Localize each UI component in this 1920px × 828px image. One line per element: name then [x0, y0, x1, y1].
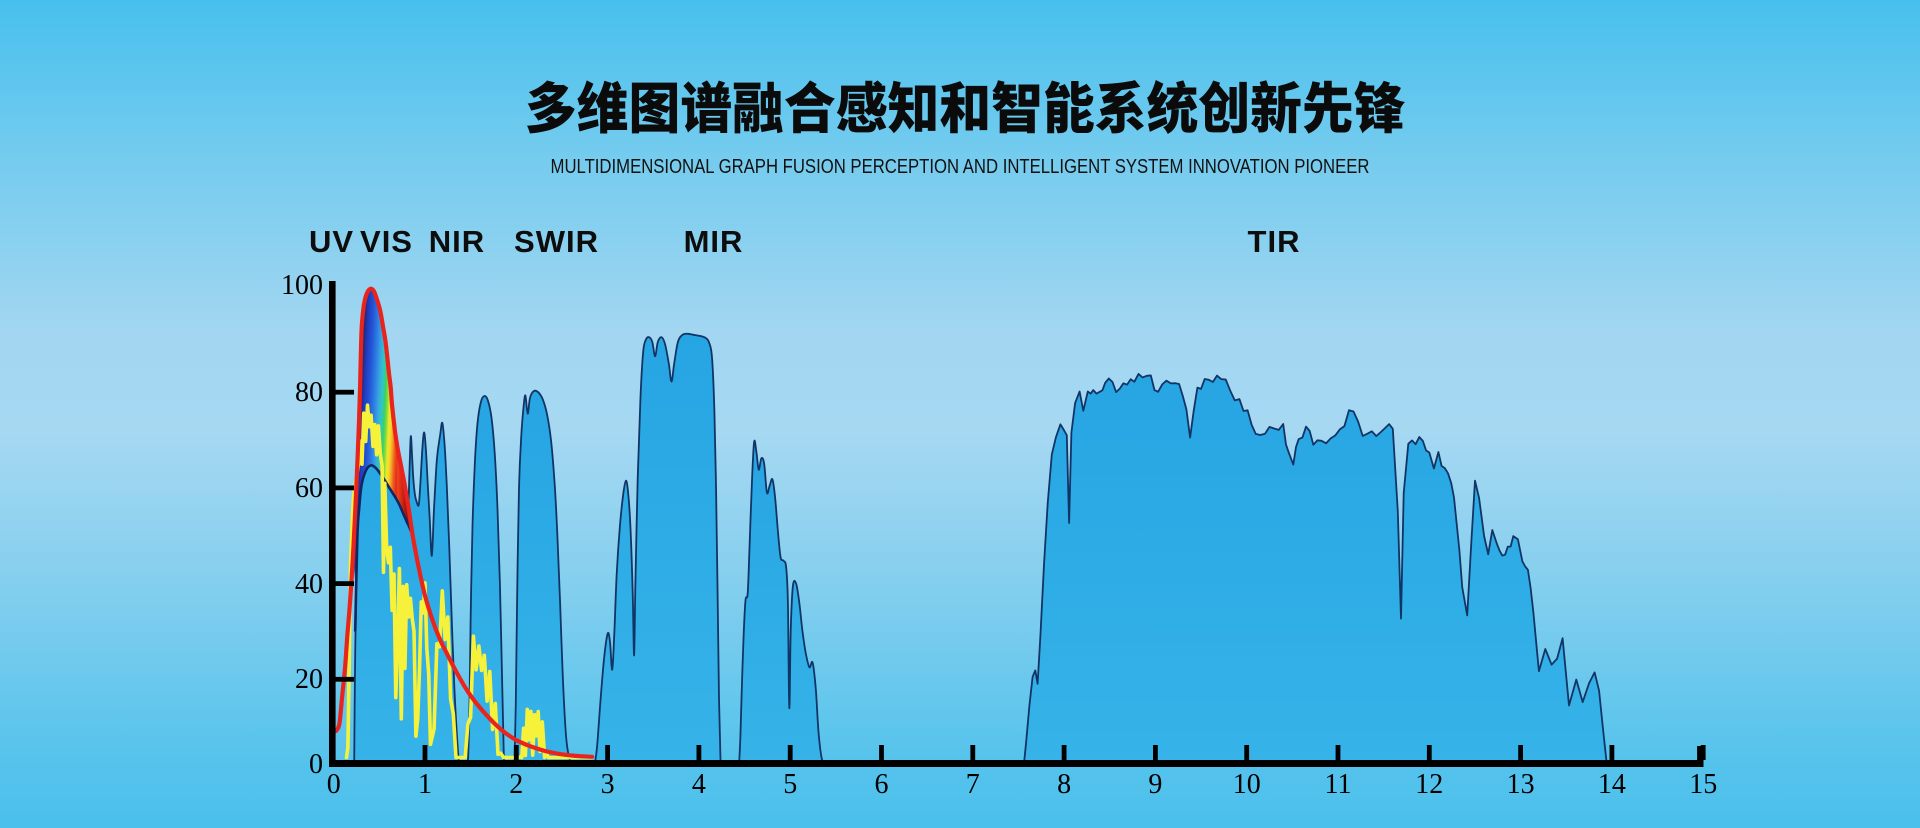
svg-text:4: 4: [692, 769, 706, 800]
svg-text:13: 13: [1507, 769, 1535, 800]
svg-text:80: 80: [295, 377, 323, 408]
svg-text:9: 9: [1148, 769, 1162, 800]
svg-text:14: 14: [1598, 769, 1626, 800]
svg-text:8: 8: [1057, 769, 1071, 800]
svg-text:3: 3: [601, 769, 615, 800]
svg-text:10: 10: [1233, 769, 1261, 800]
svg-text:20: 20: [295, 664, 323, 695]
svg-text:NIR: NIR: [429, 224, 485, 259]
svg-text:100: 100: [281, 270, 323, 301]
svg-text:12: 12: [1415, 769, 1443, 800]
svg-text:UV: UV: [309, 224, 354, 259]
svg-text:1: 1: [418, 769, 432, 800]
svg-text:6: 6: [875, 769, 889, 800]
svg-text:7: 7: [966, 769, 980, 800]
svg-text:TIR: TIR: [1248, 224, 1301, 259]
svg-text:SWIR: SWIR: [514, 224, 599, 259]
svg-text:MIR: MIR: [684, 224, 744, 259]
svg-text:2: 2: [509, 769, 523, 800]
svg-text:0: 0: [309, 749, 323, 780]
svg-text:15: 15: [1689, 769, 1717, 800]
svg-text:5: 5: [783, 769, 797, 800]
svg-text:0: 0: [327, 769, 341, 800]
svg-text:MULTIDIMENSIONAL GRAPH FUSION: MULTIDIMENSIONAL GRAPH FUSION PERCEPTION…: [551, 155, 1370, 178]
svg-text:60: 60: [295, 473, 323, 504]
svg-text:40: 40: [295, 569, 323, 600]
svg-text:11: 11: [1325, 769, 1352, 800]
svg-text:VIS: VIS: [360, 224, 413, 259]
